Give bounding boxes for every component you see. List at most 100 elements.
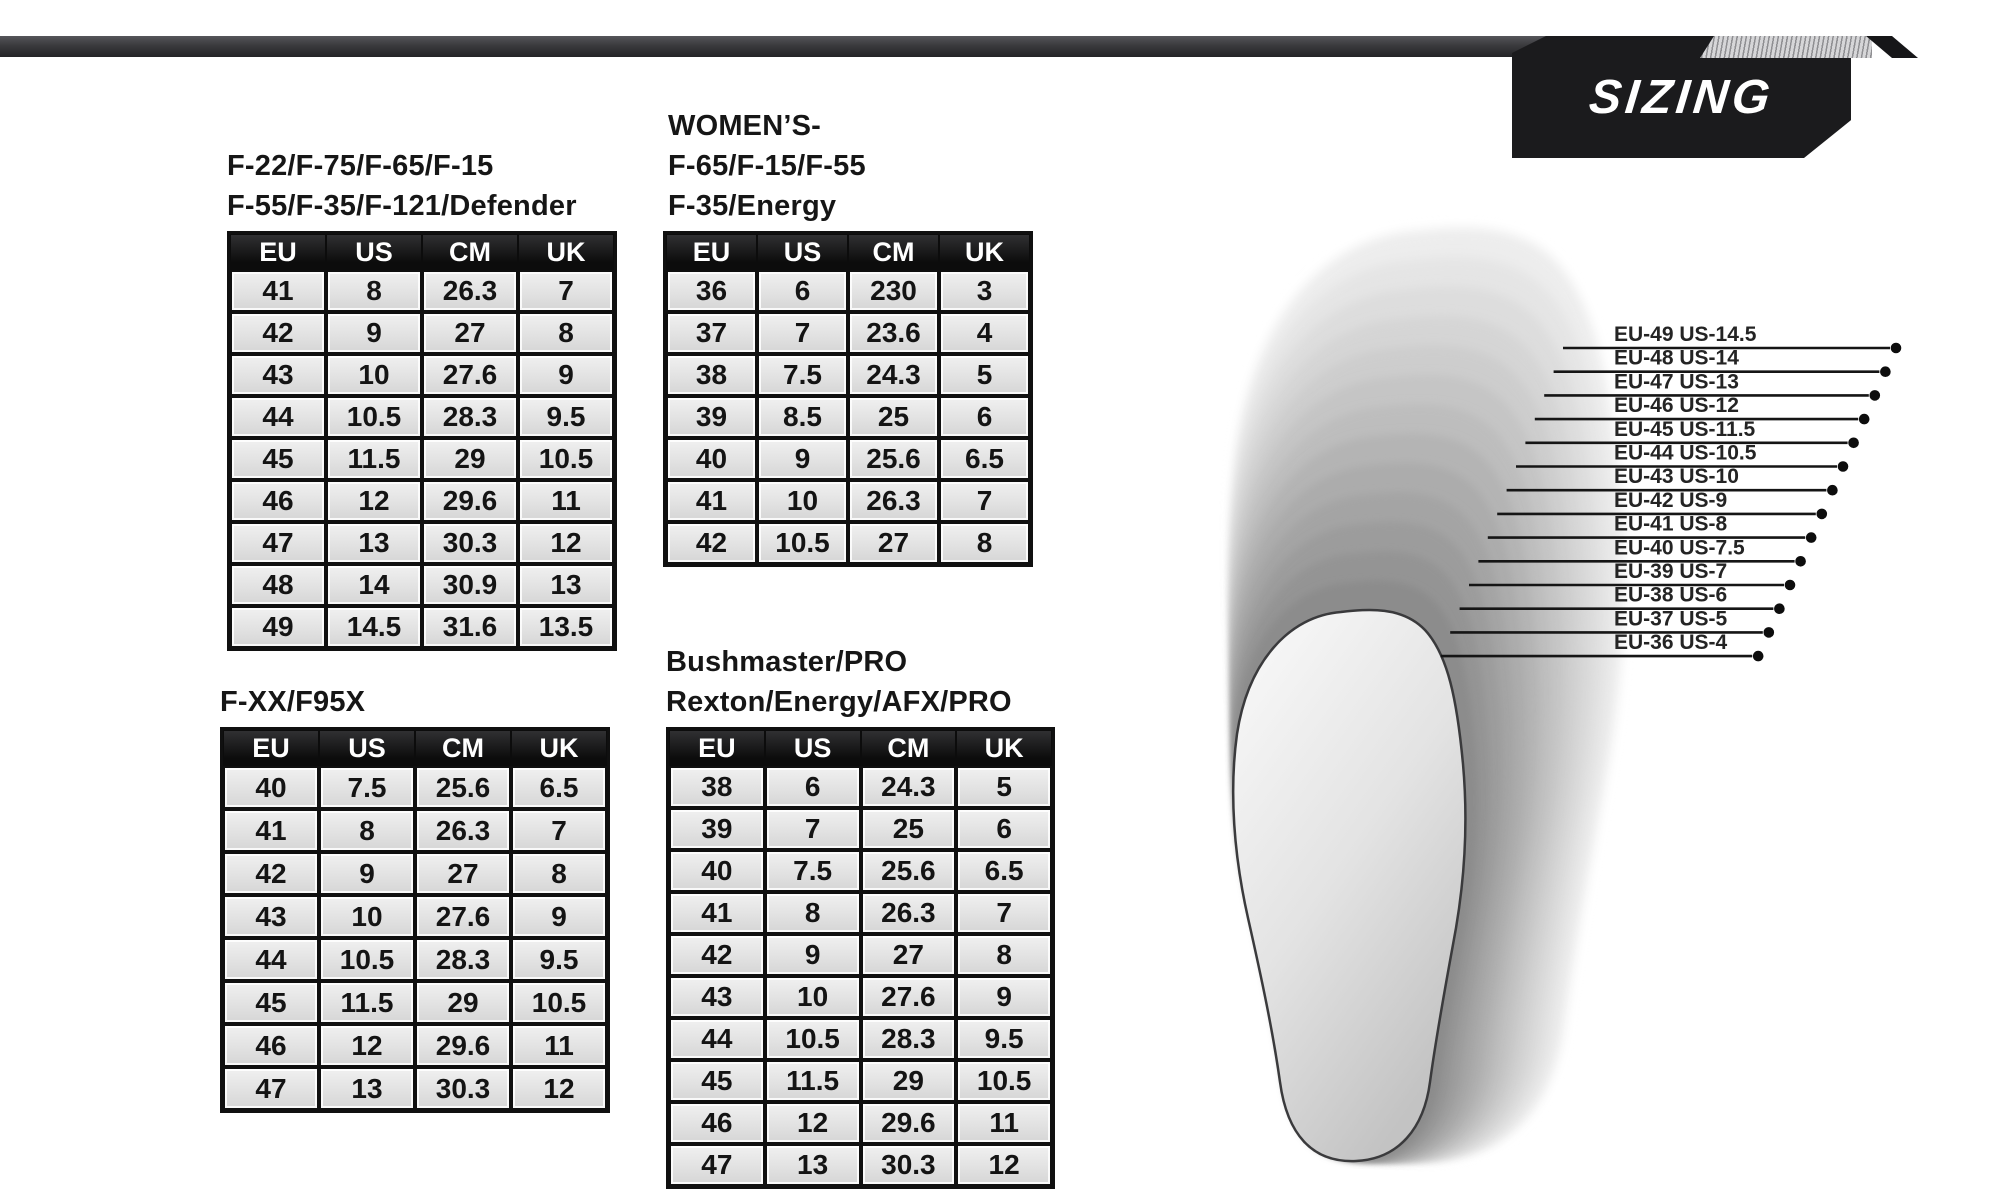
column-header: US [326,234,422,270]
size-dot [1848,437,1859,449]
size-cell: 8 [956,934,1052,976]
size-label: EU-46 US-12 [1614,394,1739,417]
table-row: 49 14.5 31.6 13.5 [230,606,614,648]
size-cell: 9 [326,312,422,354]
size-cell: 26.3 [848,480,939,522]
size-cell: 11 [511,1024,607,1067]
size-cell: 29 [415,981,511,1024]
table-row: 41 8 26.3 7 [669,892,1052,934]
size-cell: 39 [666,396,757,438]
size-cell: 10 [757,480,848,522]
size-cell: 43 [669,976,765,1018]
table-row: 42 9 27 8 [669,934,1052,976]
table-row: 44 10.5 28.3 9.5 [669,1018,1052,1060]
size-cell: 7.5 [764,850,861,892]
size-cell: 41 [669,892,765,934]
table-title-line: F-35/Energy [668,190,837,222]
table-row: 39 7 25 6 [669,808,1052,850]
size-cell: 10.5 [956,1060,1052,1102]
size-cell: 8 [939,522,1030,564]
table-row: 44 10.5 28.3 9.5 [223,938,607,981]
size-cell: 31.6 [422,606,518,648]
size-dot [1763,627,1775,638]
size-cell: 27.6 [860,976,957,1018]
table-title: F-22/F-75/F-65/F-15 F-55/F-35/F-121/Defen… [227,146,617,226]
size-table: EU US CM UK 38 6 24.3 5 39 7 25 6 40 7.5 25.6 6.5 41 8 26… [666,727,1055,1189]
table-row: 42 10.5 27 8 [666,522,1030,564]
size-cell: 5 [956,766,1052,808]
size-cell: 12 [319,1024,415,1067]
size-cell: 44 [223,938,319,981]
table-row: 40 7.5 25.6 6.5 [669,850,1052,892]
table-title-line: Bushmaster/PRO [666,646,908,678]
size-cell: 25.6 [415,766,511,809]
size-cell: 12 [511,1067,607,1110]
size-cell: 5 [939,354,1030,396]
size-cell: 40 [666,438,757,480]
size-cell: 25 [848,396,939,438]
table-title-line: WOMEN’S- [668,110,822,142]
size-table: EU US CM UK 40 7.5 25.6 6.5 41 8 26.3 7 42 9 27 8 43 10 2… [220,727,610,1113]
size-table: EU US CM UK 36 6 230 3 37 7 23.6 4 38 7.5 24.3 5 39 8.5 2… [663,231,1033,567]
size-cell: 7 [518,270,614,312]
size-cell: 10.5 [319,938,415,981]
size-cell: 3 [939,270,1030,312]
size-cell: 25 [860,808,957,850]
size-cell: 47 [669,1144,765,1186]
size-cell: 6 [757,270,848,312]
size-cell: 45 [223,981,319,1024]
size-chart-mens: F-22/F-75/F-65/F-15 F-55/F-35/F-121/Defen… [227,146,617,651]
size-cell: 10 [319,895,415,938]
size-label: EU-49 US-14.5 [1614,323,1757,346]
table-row: 45 11.5 29 10.5 [223,981,607,1024]
insole-diagram: EU-49 US-14.5 EU-48 US-14 EU-47 US-13 EU-46… [1100,195,1950,1201]
table-row: 38 7.5 24.3 5 [666,354,1030,396]
size-label: EU-45 US-11.5 [1614,418,1756,441]
size-cell: 25.6 [848,438,939,480]
header-row: EU US CM UK [666,234,1030,270]
size-cell: 12 [518,522,614,564]
size-cell: 39 [669,808,765,850]
column-header: UK [956,730,1052,766]
size-dot [1869,390,1881,401]
table-row: 41 10 26.3 7 [666,480,1030,522]
table-row: 40 9 25.6 6.5 [666,438,1030,480]
size-cell: 47 [230,522,326,564]
size-cell: 11.5 [326,438,422,480]
banner-hatch-stripe [1700,36,1872,58]
header-row: EU US CM UK [223,730,607,766]
table-title-line: Rexton/Energy/AFX/PRO [666,686,1012,718]
size-cell: 11 [956,1102,1052,1144]
size-label: EU-38 US-6 [1614,584,1727,607]
size-chart-fxx: F-XX/F95X EU US CM UK 40 7.5 25.6 6.5 41 8 26.3 7 4… [220,682,610,1113]
size-cell: 46 [230,480,326,522]
size-label: EU-41 US-8 [1614,513,1728,536]
size-cell: 43 [230,354,326,396]
size-cell: 9 [764,934,861,976]
size-cell: 13 [326,522,422,564]
size-table: EU US CM UK 41 8 26.3 7 42 9 27 8 43 10 27.6 9 44 10.5 28… [227,231,617,651]
size-cell: 10.5 [326,396,422,438]
size-cell: 10 [326,354,422,396]
size-cell: 41 [230,270,326,312]
size-cell: 9.5 [956,1018,1052,1060]
size-label: EU-47 US-13 [1614,370,1739,393]
table-title-line: F-55/F-35/F-121/Defender [227,190,577,222]
size-cell: 7 [764,808,861,850]
size-cell: 42 [669,934,765,976]
size-cell: 7 [757,312,848,354]
size-dot [1752,650,1764,662]
size-cell: 4 [939,312,1030,354]
size-cell: 28.3 [860,1018,957,1060]
table-row: 43 10 27.6 9 [223,895,607,938]
insole-front [1231,608,1467,1163]
size-cell: 44 [669,1018,765,1060]
table-row: 45 11.5 29 10.5 [669,1060,1052,1102]
table-row: 40 7.5 25.6 6.5 [223,766,607,809]
size-cell: 12 [764,1102,861,1144]
size-label: EU-43 US-10 [1614,465,1739,488]
size-cell: 24.3 [848,354,939,396]
column-header: UK [518,234,614,270]
table-row: 46 12 29.6 11 [669,1102,1052,1144]
column-header: US [757,234,848,270]
